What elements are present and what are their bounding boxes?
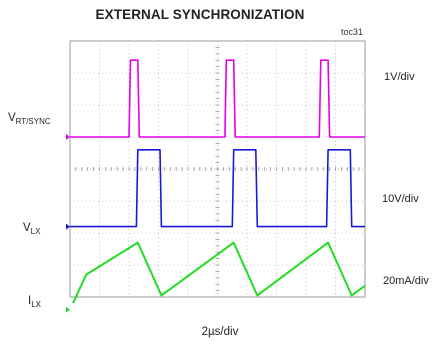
ch2-label: VLX bbox=[23, 222, 41, 236]
ch3-label: ILX bbox=[28, 295, 41, 309]
channel-marker-1 bbox=[66, 134, 70, 140]
trace-3 bbox=[72, 241, 365, 303]
chart-title: EXTERNAL SYNCHRONIZATION bbox=[95, 7, 305, 22]
trace-2 bbox=[70, 149, 365, 228]
trace-1 bbox=[70, 59, 365, 138]
ch1-label-main: V bbox=[8, 112, 16, 124]
channel-marker-2 bbox=[66, 223, 70, 230]
graticule bbox=[69, 40, 366, 298]
ch3-label-sub: LX bbox=[31, 300, 41, 309]
ch3-scale-label: 20mA/div bbox=[383, 275, 429, 287]
ch1-scale-label: 1V/div bbox=[384, 71, 415, 83]
ch1-label: VRT/SYNC bbox=[8, 112, 51, 126]
figure-tag: toc31 bbox=[341, 27, 364, 37]
ch2-label-main: V bbox=[23, 222, 31, 234]
channel-marker-3 bbox=[66, 306, 70, 313]
ch2-scale-label: 10V/div bbox=[382, 193, 419, 205]
ch2-label-sub: LX bbox=[30, 227, 41, 236]
traces bbox=[66, 59, 365, 313]
ch3-label-main: I bbox=[28, 295, 32, 307]
time-base-label: 2µs/div bbox=[201, 326, 239, 338]
ch1-label-sub: RT/SYNC bbox=[15, 117, 51, 126]
